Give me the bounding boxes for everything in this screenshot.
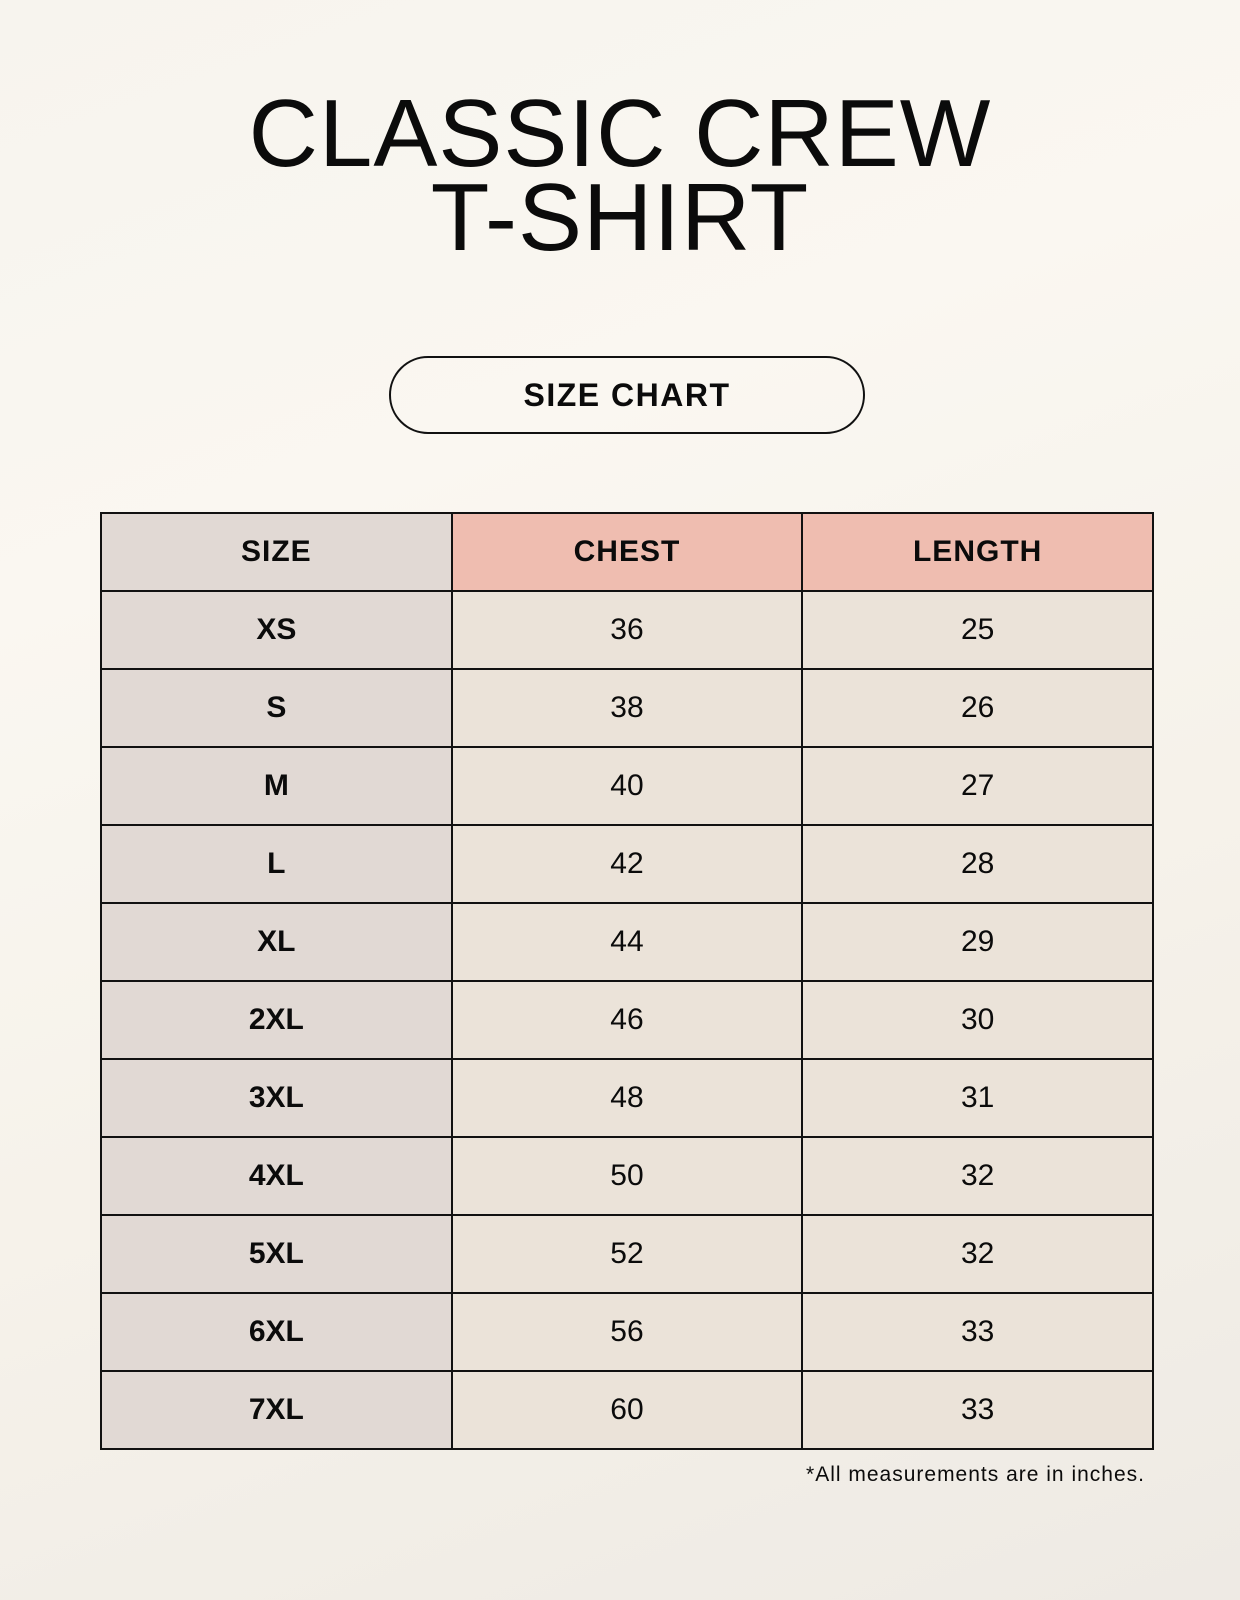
table-row: M 40 27 bbox=[100, 746, 1154, 826]
cell-size: XS bbox=[100, 590, 453, 670]
table-row: 4XL 50 32 bbox=[100, 1136, 1154, 1216]
title-line-2: T-SHIRT bbox=[430, 164, 810, 271]
cell-length: 32 bbox=[801, 1136, 1154, 1216]
cell-length: 33 bbox=[801, 1370, 1154, 1450]
cell-length: 29 bbox=[801, 902, 1154, 982]
cell-chest: 44 bbox=[450, 902, 804, 982]
table-row: 3XL 48 31 bbox=[100, 1058, 1154, 1138]
cell-size: XL bbox=[100, 902, 453, 982]
cell-size: L bbox=[100, 824, 453, 904]
table-row: XS 36 25 bbox=[100, 590, 1154, 670]
footnote: *All measurements are in inches. bbox=[806, 1463, 1145, 1486]
cell-size: 3XL bbox=[100, 1058, 453, 1138]
table-row: 6XL 56 33 bbox=[100, 1292, 1154, 1372]
cell-size: S bbox=[100, 668, 453, 748]
cell-chest: 46 bbox=[450, 980, 804, 1060]
table-row: S 38 26 bbox=[100, 668, 1154, 748]
cell-length: 31 bbox=[801, 1058, 1154, 1138]
table-row: 2XL 46 30 bbox=[100, 980, 1154, 1060]
table-row: 7XL 60 33 bbox=[100, 1370, 1154, 1450]
cell-length: 25 bbox=[801, 590, 1154, 670]
cell-size: 7XL bbox=[100, 1370, 453, 1450]
cell-chest: 40 bbox=[450, 746, 804, 826]
cell-chest: 60 bbox=[450, 1370, 804, 1450]
header-size: SIZE bbox=[100, 512, 453, 592]
table-row: XL 44 29 bbox=[100, 902, 1154, 982]
cell-length: 30 bbox=[801, 980, 1154, 1060]
cell-size: 6XL bbox=[100, 1292, 453, 1372]
size-chart-badge: SIZE CHART bbox=[389, 356, 865, 434]
cell-chest: 38 bbox=[450, 668, 804, 748]
cell-size: M bbox=[100, 746, 453, 826]
table-header-row: SIZE CHEST LENGTH bbox=[100, 512, 1154, 592]
size-table: SIZE CHEST LENGTH XS 36 25 S 38 26 M 40 27 L 42 28 X… bbox=[100, 512, 1154, 1450]
cell-size: 4XL bbox=[100, 1136, 453, 1216]
title-line-1: CLASSIC CREW bbox=[248, 80, 992, 187]
table-row: 5XL 52 32 bbox=[100, 1214, 1154, 1294]
cell-chest: 42 bbox=[450, 824, 804, 904]
cell-chest: 48 bbox=[450, 1058, 804, 1138]
cell-chest: 50 bbox=[450, 1136, 804, 1216]
table-row: L 42 28 bbox=[100, 824, 1154, 904]
cell-length: 32 bbox=[801, 1214, 1154, 1294]
cell-size: 5XL bbox=[100, 1214, 453, 1294]
cell-length: 26 bbox=[801, 668, 1154, 748]
header-chest: CHEST bbox=[450, 512, 804, 592]
cell-chest: 52 bbox=[450, 1214, 804, 1294]
cell-length: 28 bbox=[801, 824, 1154, 904]
cell-chest: 56 bbox=[450, 1292, 804, 1372]
cell-chest: 36 bbox=[450, 590, 804, 670]
header-length: LENGTH bbox=[801, 512, 1154, 592]
cell-length: 27 bbox=[801, 746, 1154, 826]
cell-length: 33 bbox=[801, 1292, 1154, 1372]
cell-size: 2XL bbox=[100, 980, 453, 1060]
page-title: CLASSIC CREW T-SHIRT bbox=[0, 80, 1240, 271]
